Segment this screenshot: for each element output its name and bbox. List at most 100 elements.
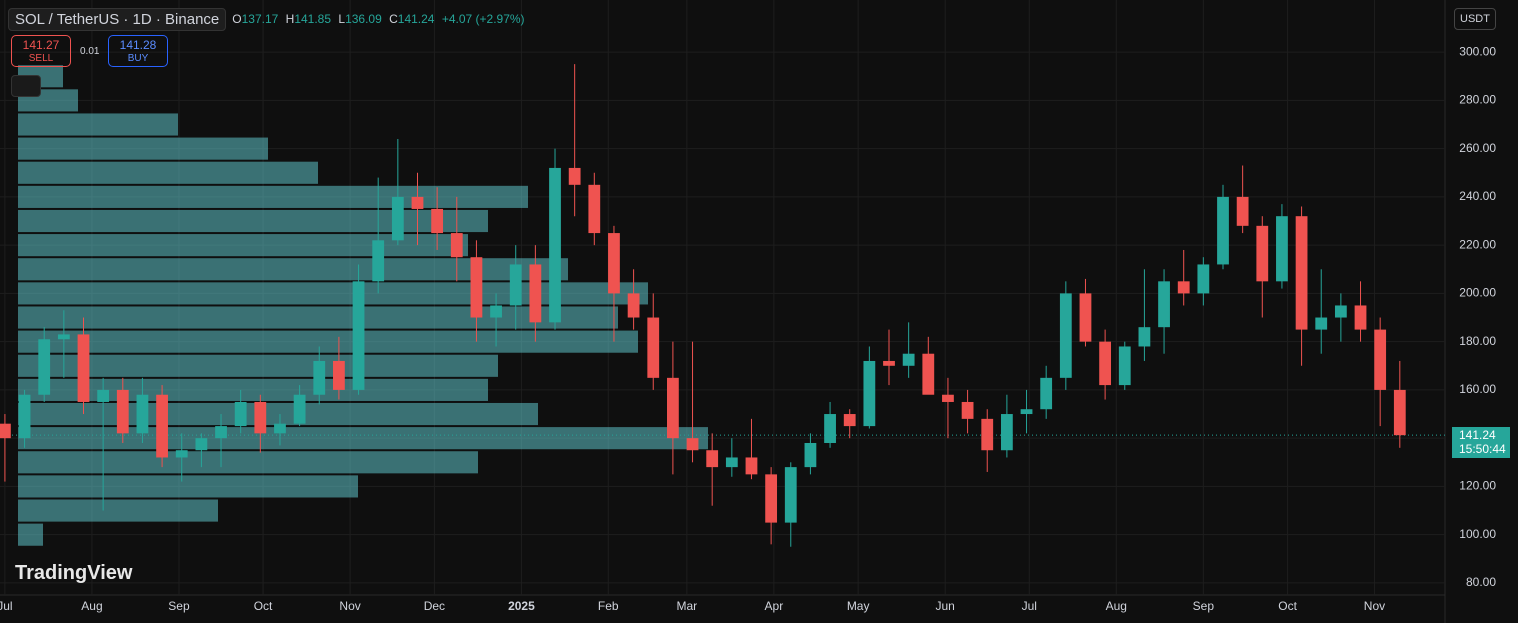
symbol[interactable]: SOL / TetherUS · 1D · Binance xyxy=(8,7,227,31)
volume-profile-bar xyxy=(18,258,568,281)
candle-body xyxy=(195,438,208,451)
change: +4.07 (+2.97%) xyxy=(441,12,525,26)
candle-body xyxy=(922,353,935,395)
candle-body xyxy=(942,394,954,402)
volume-profile-bar xyxy=(18,330,638,353)
candle-body xyxy=(1118,346,1131,386)
volume-profile-bar xyxy=(18,354,498,377)
candle-body xyxy=(1020,409,1033,415)
x-tick-label: Sep xyxy=(1193,599,1215,613)
candle-body xyxy=(1099,341,1112,386)
candle-body xyxy=(588,184,601,234)
candle-body xyxy=(450,233,463,258)
candle-body xyxy=(1217,196,1229,265)
candle-body xyxy=(529,264,542,323)
x-tick-label: Oct xyxy=(1278,599,1297,613)
x-tick-label: Jul xyxy=(0,599,13,613)
x-tick-label: Nov xyxy=(1364,599,1385,613)
candle-body xyxy=(1393,389,1406,436)
buy-button[interactable]: 141.28 BUY xyxy=(108,35,168,67)
c-label: C xyxy=(389,12,398,26)
y-tick-label: 160.00 xyxy=(1459,382,1496,396)
tag-price: 141.24 xyxy=(1459,428,1496,442)
candle-body xyxy=(902,353,915,366)
y-tick-label: 260.00 xyxy=(1459,141,1496,155)
candle-body xyxy=(745,457,758,475)
x-tick-label: Apr xyxy=(765,599,784,613)
candle-body xyxy=(215,426,227,439)
candle-body xyxy=(863,360,876,427)
x-tick-label: Nov xyxy=(339,599,360,613)
candle-body xyxy=(116,389,129,434)
x-tick-label: Aug xyxy=(1106,599,1127,613)
high: 141.85 xyxy=(294,12,332,26)
candle-body xyxy=(1354,305,1367,330)
x-tick-label: May xyxy=(847,599,870,613)
y-tick-label: 300.00 xyxy=(1459,44,1496,58)
x-tick-label: Mar xyxy=(677,599,698,613)
candle-body xyxy=(313,360,326,395)
candle-body xyxy=(1000,414,1013,451)
ohlc: O137.17 H141.85 L136.09 C141.24 +4.07 (+… xyxy=(232,12,528,26)
candle-body xyxy=(1158,281,1170,328)
candle-body xyxy=(18,394,31,439)
x-tick-label: Oct xyxy=(254,599,273,613)
x-tick-label: Jun xyxy=(936,599,955,613)
candle-body xyxy=(1138,327,1151,347)
candle-body xyxy=(1197,264,1210,294)
candle-body xyxy=(1079,293,1092,342)
candle-body xyxy=(706,450,719,468)
sell-button[interactable]: 141.27 SELL xyxy=(11,35,71,67)
candle-body xyxy=(627,293,640,318)
currency-button[interactable]: USDT xyxy=(1454,8,1496,30)
header: SOL / TetherUS · 1D · Binance O137.17 H1… xyxy=(8,7,529,31)
collapse-button[interactable] xyxy=(11,75,41,97)
candle-body xyxy=(686,438,699,451)
candle-body xyxy=(824,414,836,443)
x-tick-label: Jul xyxy=(1022,599,1037,613)
candle-body xyxy=(549,167,561,323)
candle-body xyxy=(1059,293,1072,378)
candle-body xyxy=(470,257,483,318)
volume-profile-bar xyxy=(18,161,318,184)
y-tick-label: 120.00 xyxy=(1459,479,1496,493)
candle-body xyxy=(333,360,345,390)
candle-body xyxy=(961,401,974,419)
y-tick-label: 240.00 xyxy=(1459,189,1496,203)
candle-body xyxy=(725,457,738,468)
x-tick-label: Dec xyxy=(424,599,445,613)
candle-body xyxy=(156,394,168,458)
volume-profile-bar xyxy=(18,427,708,450)
candle-body xyxy=(431,208,444,234)
x-tick-label: Sep xyxy=(168,599,190,613)
candle-body xyxy=(883,360,895,366)
volume-profile-bar xyxy=(18,137,268,160)
buy-price: 141.28 xyxy=(119,38,157,52)
volume-profile-bar xyxy=(18,234,468,257)
candle-body xyxy=(372,240,385,282)
volume-profile-bar xyxy=(18,451,478,474)
candle-body xyxy=(274,423,286,434)
candle-body xyxy=(608,233,620,294)
y-tick-label: 220.00 xyxy=(1459,237,1496,251)
buy-label: BUY xyxy=(127,53,149,64)
candle-body xyxy=(77,334,90,402)
l-label: L xyxy=(338,12,346,26)
volume-profile-bar xyxy=(18,306,618,329)
sell-label: SELL xyxy=(28,53,54,64)
candle-body xyxy=(175,450,188,458)
candle-body xyxy=(1256,225,1269,282)
x-tick-label: Aug xyxy=(81,599,102,613)
volume-profile-bar xyxy=(18,523,43,546)
candle-body xyxy=(234,401,247,427)
volume-profile-bar xyxy=(18,475,358,498)
y-tick-label: 100.00 xyxy=(1459,527,1496,541)
candle-body xyxy=(254,401,267,434)
volume-profile-bar xyxy=(18,113,178,136)
candle-body xyxy=(1315,317,1328,330)
candle-body xyxy=(97,389,110,402)
price-tag: 141.24 15:50:44 xyxy=(1452,427,1510,458)
candle-body xyxy=(490,305,502,318)
spread: 0.01 xyxy=(80,46,100,57)
